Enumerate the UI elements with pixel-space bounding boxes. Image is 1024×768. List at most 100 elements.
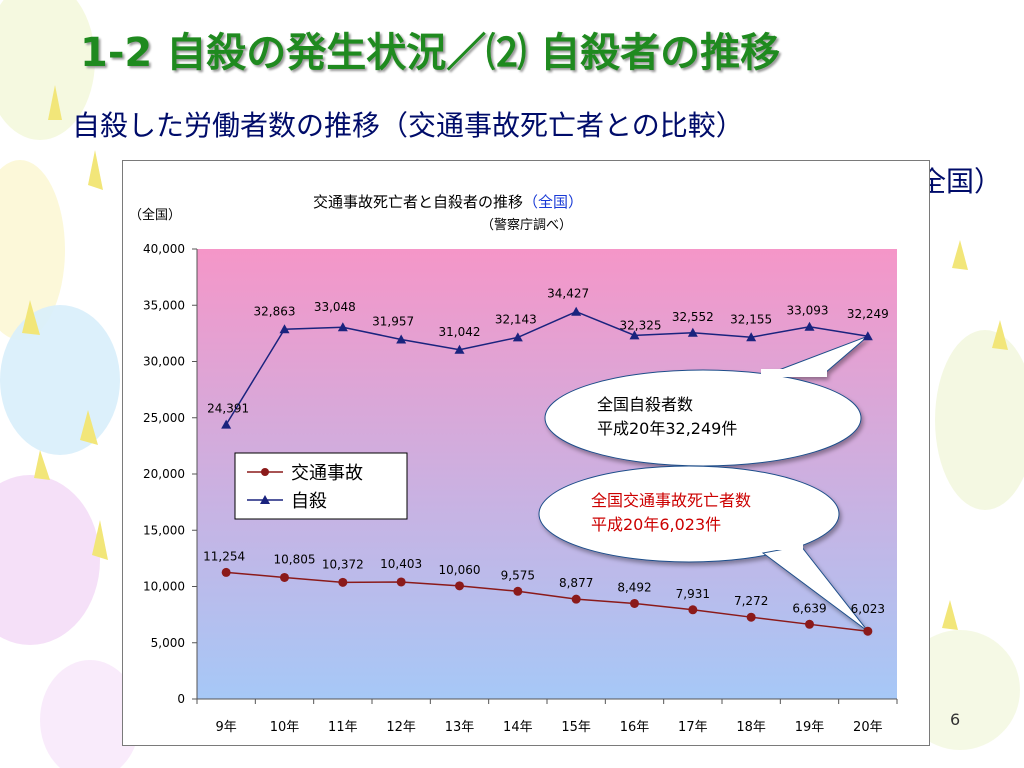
data-point	[687, 327, 698, 337]
data-point	[804, 321, 815, 331]
chart-title: 交通事故死亡者と自殺者の推移（全国）	[313, 193, 583, 211]
x-tick-label: 15年	[561, 720, 591, 735]
data-label: 31,042	[439, 325, 481, 339]
series-line	[225, 310, 868, 425]
data-label: 24,391	[207, 402, 249, 416]
callout-tail-mask	[761, 369, 827, 377]
series-suicide: 24,391 32,863 33,048 31,957 31,042 32,143 34,4…	[207, 287, 889, 429]
legend-marker	[260, 495, 270, 504]
x-tick-label: 20年	[853, 720, 883, 735]
data-point	[280, 572, 289, 582]
data-label: 7,931	[676, 587, 710, 601]
data-point	[571, 594, 581, 604]
data-point	[396, 334, 407, 344]
x-tick-label: 11年	[328, 720, 358, 735]
series-line	[226, 571, 868, 632]
data-label: 6,639	[792, 601, 826, 615]
y-tick-label: 15,000	[143, 523, 185, 537]
x-tick-label: 18年	[736, 720, 766, 735]
y-tick-label: 30,000	[143, 355, 185, 369]
chart-title-suffix: （全国）	[523, 193, 583, 211]
data-label: 32,863	[254, 304, 296, 318]
y-tick-label: 35,000	[143, 298, 185, 312]
data-point	[746, 612, 756, 622]
data-label: 8,492	[617, 580, 651, 594]
data-point	[396, 577, 406, 587]
x-tick-label: 17年	[678, 720, 708, 735]
data-label: 33,093	[787, 304, 829, 318]
data-point	[863, 626, 873, 636]
data-label: 33,048	[314, 300, 356, 314]
page-number: 6	[950, 710, 961, 729]
data-label: 32,143	[495, 312, 537, 326]
chart-frame: 0 5,000 10,000 15,000 20,000 25,000 30,000 35,0…	[122, 160, 930, 746]
y-axis-label: （全国）	[129, 207, 181, 223]
y-tick-label: 10,000	[143, 580, 185, 594]
data-label: 32,249	[847, 307, 889, 321]
data-point	[337, 322, 348, 332]
y-tick-label: 40,000	[143, 242, 185, 256]
data-label: 8,877	[559, 576, 593, 590]
callout-tail-mask	[761, 542, 803, 550]
data-label: 10,403	[380, 557, 422, 571]
callout-bubble	[544, 369, 862, 467]
slide-subtitle: 自殺した労働者数の推移（交通事故死亡者との比較）	[72, 109, 744, 142]
data-point	[338, 577, 348, 587]
legend-label: 自殺	[291, 491, 327, 512]
data-point	[746, 332, 757, 342]
x-tick-label: 19年	[795, 720, 825, 735]
y-tick-label: 25,000	[143, 411, 185, 425]
data-label: 32,155	[730, 312, 772, 326]
line-chart: 0 5,000 10,000 15,000 20,000 25,000 30,000 35,0…	[129, 193, 898, 735]
data-label: 31,957	[372, 314, 414, 328]
y-tick-label: 0	[177, 692, 185, 706]
data-label: 11,254	[203, 549, 245, 563]
data-point	[512, 332, 523, 342]
data-point	[688, 605, 698, 615]
data-label: 10,372	[322, 557, 364, 571]
series-traffic: 11,254 10,805 10,372 10,403 10,060 9,575 8,877…	[203, 549, 885, 636]
data-point	[805, 619, 814, 629]
legend-box	[234, 452, 408, 520]
data-label: 10,805	[274, 552, 316, 566]
data-point	[221, 419, 232, 429]
x-tick-label: 9年	[216, 720, 237, 735]
x-tick-label: 16年	[620, 720, 650, 735]
y-tick-label: 20,000	[143, 467, 185, 481]
data-point	[862, 331, 873, 341]
legend-marker	[261, 468, 269, 476]
chart-title-main: 交通事故死亡者と自殺者の推移	[313, 193, 523, 211]
y-tick-label: 5,000	[151, 636, 185, 650]
data-point	[455, 581, 464, 591]
x-tick-label: 14年	[503, 720, 533, 735]
callout-text: 全国自殺者数	[597, 395, 693, 414]
data-point	[630, 598, 639, 608]
callout-text: 全国交通事故死亡者数	[591, 491, 751, 510]
data-point	[221, 567, 231, 577]
data-label: 7,272	[734, 594, 768, 608]
callout-bubble	[538, 465, 840, 563]
callout-text: 平成20年32,249件	[597, 419, 737, 438]
data-label: 10,060	[439, 563, 481, 577]
slide-title: 1-2 自殺の発生状況／⑵ 自殺者の推移	[80, 30, 781, 76]
data-point	[279, 324, 290, 334]
chart-source: （警察庁調べ）	[481, 217, 572, 233]
data-point	[454, 344, 465, 354]
data-point	[571, 306, 582, 316]
data-point	[513, 586, 523, 596]
data-point	[629, 330, 640, 340]
x-tick-label: 10年	[270, 720, 300, 735]
callout-text: 平成20年6,023件	[591, 515, 721, 534]
data-label: 32,325	[620, 318, 662, 332]
legend-label: 交通事故	[291, 463, 363, 484]
data-label: 34,427	[547, 287, 589, 301]
x-tick-label: 13年	[445, 720, 475, 735]
x-tick-label: 12年	[386, 720, 416, 735]
data-label: 32,552	[672, 310, 714, 324]
data-label: 6,023	[851, 602, 885, 616]
data-label: 9,575	[501, 568, 535, 582]
